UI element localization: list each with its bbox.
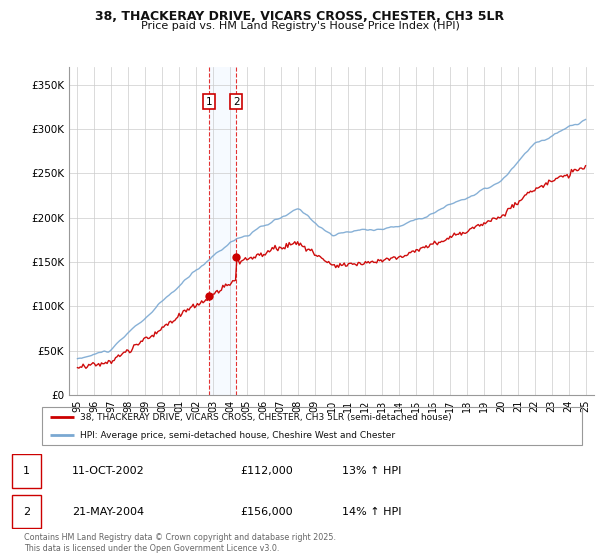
Text: 13% ↑ HPI: 13% ↑ HPI: [342, 466, 401, 476]
Text: Contains HM Land Registry data © Crown copyright and database right 2025.
This d: Contains HM Land Registry data © Crown c…: [24, 533, 336, 553]
Text: 38, THACKERAY DRIVE, VICARS CROSS, CHESTER, CH3 5LR (semi-detached house): 38, THACKERAY DRIVE, VICARS CROSS, CHEST…: [80, 413, 451, 422]
Text: 14% ↑ HPI: 14% ↑ HPI: [342, 507, 401, 517]
Text: 1: 1: [23, 466, 30, 476]
Bar: [12, 495, 41, 529]
Text: Price paid vs. HM Land Registry's House Price Index (HPI): Price paid vs. HM Land Registry's House …: [140, 21, 460, 31]
Text: 21-MAY-2004: 21-MAY-2004: [72, 507, 144, 517]
Text: 2: 2: [233, 96, 239, 106]
Text: £156,000: £156,000: [240, 507, 293, 517]
Bar: [12, 454, 41, 488]
Text: £112,000: £112,000: [240, 466, 293, 476]
Bar: [209, 67, 236, 395]
Text: 1: 1: [206, 96, 213, 106]
Text: 2: 2: [23, 507, 30, 517]
Text: 11-OCT-2002: 11-OCT-2002: [72, 466, 145, 476]
Text: 38, THACKERAY DRIVE, VICARS CROSS, CHESTER, CH3 5LR: 38, THACKERAY DRIVE, VICARS CROSS, CHEST…: [95, 10, 505, 23]
Text: HPI: Average price, semi-detached house, Cheshire West and Chester: HPI: Average price, semi-detached house,…: [80, 431, 395, 440]
